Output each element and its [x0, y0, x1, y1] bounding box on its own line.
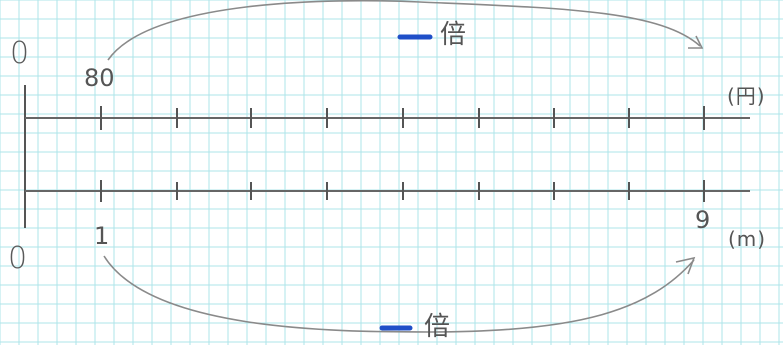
upper-arrowhead	[688, 35, 704, 49]
upper-multiplier-label: 倍	[440, 20, 467, 50]
lower-zero-label: 0	[8, 241, 28, 276]
lower-start-value: 1	[94, 222, 110, 250]
upper-zero-label: 0	[10, 36, 30, 71]
upper-tick-marks	[100, 106, 705, 130]
lower-unit-label: (m)	[728, 227, 767, 251]
upper-multiplier-arrow	[107, 0, 701, 61]
lower-multiplier-label: 倍	[424, 312, 451, 342]
lower-multiplier-arrow	[103, 255, 695, 333]
lower-arrowhead	[675, 256, 696, 275]
upper-start-value: 80	[84, 64, 115, 92]
lower-end-value: 9	[695, 206, 711, 234]
lower-tick-marks	[100, 180, 705, 202]
upper-unit-label: (円)	[727, 84, 766, 108]
